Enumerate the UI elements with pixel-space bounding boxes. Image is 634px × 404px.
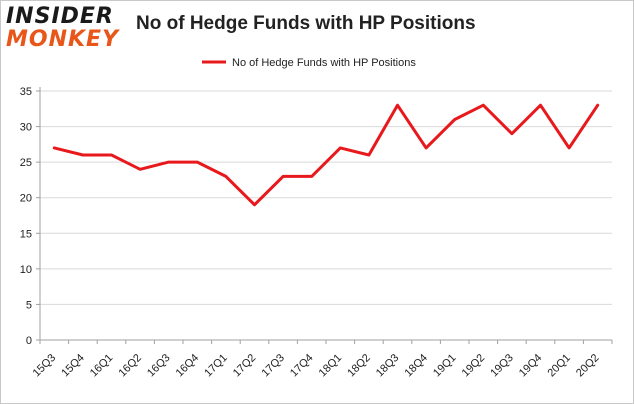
y-tick-label: 25 xyxy=(20,157,32,169)
x-tick-label: 15Q4 xyxy=(59,352,87,380)
series-line xyxy=(52,103,600,207)
x-tick-label: 18Q3 xyxy=(374,352,402,380)
y-tick-label: 15 xyxy=(20,228,32,240)
x-tick-label: 18Q1 xyxy=(317,352,345,380)
grid-lines xyxy=(40,90,612,305)
x-tick-label: 16Q3 xyxy=(145,352,173,380)
x-tick-label: 20Q2 xyxy=(574,352,602,380)
x-tick-label: 18Q4 xyxy=(402,352,430,380)
logo-line-2: MONKEY xyxy=(6,27,120,52)
x-tick-label: 16Q1 xyxy=(88,352,116,380)
x-tick-label: 19Q4 xyxy=(517,352,545,380)
x-tick-label: 18Q2 xyxy=(345,352,373,380)
legend: No of Hedge Funds with HP Positions xyxy=(202,57,416,69)
y-tick-label: 5 xyxy=(26,299,32,311)
x-tick-label: 19Q3 xyxy=(488,352,516,380)
y-tick-labels: 0 5 10 15 20 25 30 35 xyxy=(20,86,32,347)
x-tick-label: 16Q4 xyxy=(174,352,202,380)
axes xyxy=(36,87,613,344)
y-tick-label: 20 xyxy=(20,193,32,205)
x-tick-label: 19Q2 xyxy=(460,352,488,380)
x-tick-labels: 15Q3 15Q4 16Q1 16Q2 16Q3 16Q4 17Q1 17Q2 17Q3 17Q4… xyxy=(31,352,602,380)
chart-title: No of Hedge Funds with HP Positions xyxy=(136,13,476,34)
legend-label: No of Hedge Funds with HP Positions xyxy=(232,57,416,69)
x-tick-label: 20Q1 xyxy=(545,352,573,380)
y-tick-label: 10 xyxy=(20,264,32,276)
y-tick-label: 30 xyxy=(20,122,32,134)
y-tick-label: 0 xyxy=(26,335,32,347)
y-tick-label: 35 xyxy=(20,86,32,98)
x-tick-label: 17Q2 xyxy=(231,352,259,380)
x-tick-label: 16Q2 xyxy=(116,352,144,380)
x-tick-label: 15Q3 xyxy=(31,352,59,380)
x-tick-label: 17Q3 xyxy=(259,352,287,380)
x-tick-label: 17Q1 xyxy=(202,352,230,380)
x-tick-label: 19Q1 xyxy=(431,352,459,380)
x-tick-label: 17Q4 xyxy=(288,352,316,380)
series-lines xyxy=(52,103,600,207)
insider-monkey-logo: INSIDER MONKEY xyxy=(6,6,118,52)
logo-line-1: INSIDER xyxy=(6,4,114,29)
